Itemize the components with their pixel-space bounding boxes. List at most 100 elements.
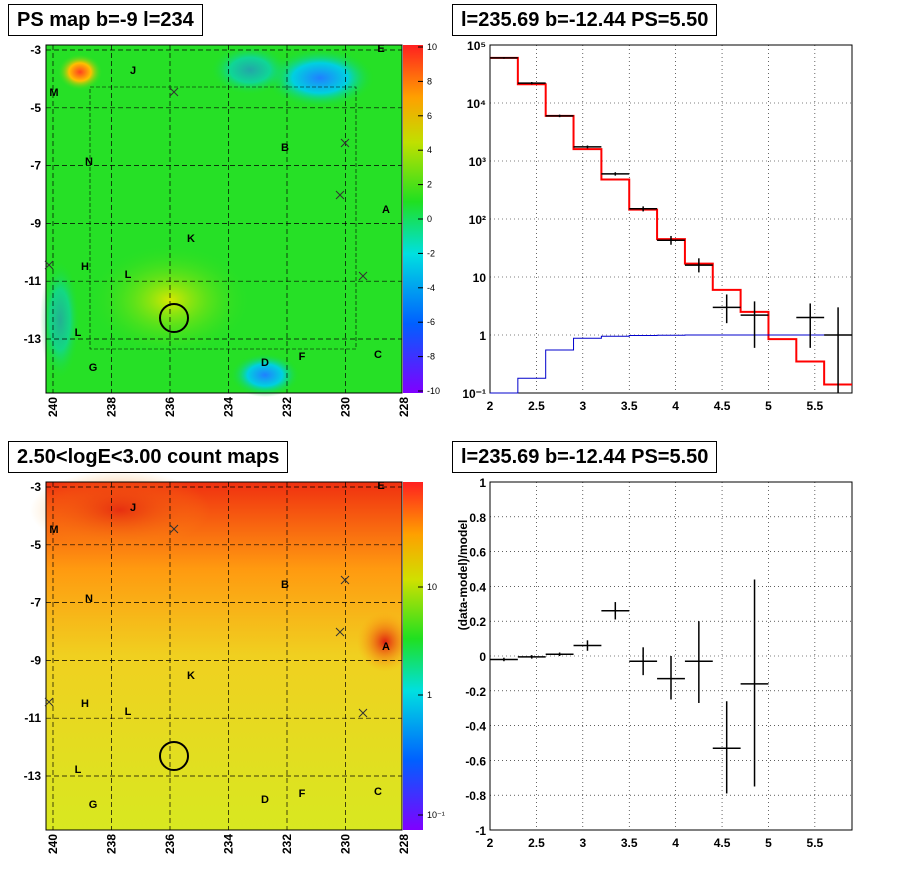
residual-x-tick-label: 2.5 [528, 836, 545, 850]
map-annotations: 240 238 236 234 232 230 228-3-5-7-9-11-1310864… [24, 42, 445, 854]
map-x-tick-label: 236 [163, 834, 177, 854]
source-label: C [374, 349, 382, 361]
source-label: B [281, 142, 289, 154]
spectrum-x-tick-label: 4 [672, 399, 679, 413]
source-label: D [261, 357, 269, 369]
colorbar-tick-label: 10 [427, 42, 437, 52]
ps-map-yellow-region [90, 245, 250, 355]
map-y-tick-label: -7 [30, 596, 41, 610]
residual-y-tick-label: -0.2 [465, 685, 486, 699]
source-label: A [382, 641, 390, 653]
source-label: C [374, 786, 382, 798]
residual-x-tick-label: 4.5 [714, 836, 731, 850]
spectrum-plot: 2 2.5 3 3.5 4 4.5 5 5.5 10⁵ 10⁴ 10³ 10² 10 1 10⁻¹ [462, 39, 853, 413]
spectrum-x-tick-label: 2.5 [528, 399, 545, 413]
map-x-tick-label: 234 [222, 834, 236, 854]
marker-cross [169, 87, 179, 97]
residual-title: l=235.69 b=-12.44 PS=5.50 [452, 441, 718, 473]
count-map-hotspot-a [357, 612, 413, 672]
spectrum-x-tick-label: 2 [487, 399, 494, 413]
spectrum-y-tick-label: 10⁻¹ [462, 387, 486, 401]
marker-cross [44, 260, 54, 270]
source-label: B [281, 579, 289, 591]
map-y-tick-label: -11 [24, 711, 41, 725]
map-y-tick-label: -3 [30, 480, 41, 494]
spectrum-x-tick-label: 3.5 [621, 399, 638, 413]
residual-y-tick-label: 0.4 [469, 580, 486, 594]
marker-cross [169, 524, 179, 534]
residual-x-tick-label: 5.5 [807, 836, 824, 850]
residual-x-tick-label: 3 [579, 836, 586, 850]
source-label: G [89, 799, 98, 811]
spectrum-y-tick-label: 10⁴ [467, 97, 486, 111]
map-x-tick-label: 230 [339, 397, 353, 417]
residual-y-tick-label: -0.6 [465, 754, 486, 768]
ps-map-frame [45, 44, 403, 394]
residual-y-tick-label: 0.6 [469, 546, 486, 560]
marker-cross [340, 575, 350, 585]
source-label: G [89, 362, 98, 374]
spectrum-x-tick-label: 4.5 [714, 399, 731, 413]
residual-y-axis-label: (data-model)/model [456, 520, 470, 631]
ps-map-region-box [89, 86, 357, 350]
source-label: K [187, 670, 195, 682]
source-label: L [75, 764, 82, 776]
map-x-tick-label: 240 [46, 397, 60, 417]
source-label: N [85, 593, 93, 605]
colorbar-tick-label: 0 [427, 214, 432, 224]
spectrum-x-tick-label: 5.5 [807, 399, 824, 413]
colorbar-tick-label: 1 [427, 690, 432, 700]
source-label: N [85, 156, 93, 168]
source-label: E [377, 43, 384, 55]
map-y-tick-label: -7 [30, 159, 41, 173]
map-x-tick-label: 232 [280, 397, 294, 417]
colorbar-tick-label: 10 [427, 582, 437, 592]
source-label: L [125, 269, 132, 281]
residual-y-tick-label: 0.2 [469, 615, 486, 629]
residual-plot: 2 2.5 3 3.5 4 4.5 5 5.5 1 0.8 0.6 0.4 0.2 0 -0.2 -0.4 -0… [456, 476, 853, 850]
spectrum-y-tick-label: 10² [469, 213, 486, 227]
map-y-tick-label: -9 [30, 653, 41, 667]
marker-cross [358, 271, 368, 281]
ps-colorbar [403, 45, 423, 393]
ps-map-cold-ne [265, 48, 375, 108]
colorbar-tick-label: 4 [427, 145, 432, 155]
source-label: H [81, 698, 89, 710]
model-source-step-line [490, 334, 852, 394]
colorbar-tick-label: -2 [427, 248, 435, 258]
source-label: A [382, 204, 390, 216]
residual-y-tick-label: 0 [479, 650, 486, 664]
residual-y-tick-label: -0.8 [465, 789, 486, 803]
marker-cross [358, 708, 368, 718]
source-label: M [49, 524, 58, 536]
map-x-tick-label: 230 [339, 834, 353, 854]
map-x-tick-label: 240 [46, 834, 60, 854]
source-label: F [299, 351, 306, 363]
spectrum-y-tick-label: 1 [479, 329, 486, 343]
map-y-tick-label: -11 [24, 274, 41, 288]
map-x-tick-label: 228 [397, 397, 411, 417]
count-map [30, 470, 423, 831]
source-label: M [49, 87, 58, 99]
map-x-tick-label: 238 [105, 397, 119, 417]
count-map-title: 2.50<logE<3.00 count maps [8, 441, 289, 473]
source-label: L [125, 706, 132, 718]
map-y-tick-label: -5 [30, 101, 41, 115]
ps-map-title: PS map b=-9 l=234 [8, 4, 203, 36]
ps-map [40, 44, 423, 397]
spectrum-y-tick-label: 10³ [469, 155, 486, 169]
map-y-tick-label: -3 [30, 43, 41, 57]
count-map-frame [45, 481, 403, 831]
ps-map-hotspot-nw [58, 54, 102, 90]
colorbar-tick-label: -10 [427, 386, 440, 396]
map-y-tick-label: -5 [30, 538, 41, 552]
residual-y-tick-label: 1 [479, 476, 486, 490]
map-y-tick-label: -13 [24, 332, 42, 346]
map-x-tick-label: 228 [397, 834, 411, 854]
source-label: F [299, 788, 306, 800]
source-label: J [130, 502, 136, 514]
residual-y-tick-label: -0.4 [465, 720, 486, 734]
residual-y-tick-label: -1 [475, 824, 486, 838]
spectrum-y-tick-label: 10⁵ [467, 39, 486, 53]
